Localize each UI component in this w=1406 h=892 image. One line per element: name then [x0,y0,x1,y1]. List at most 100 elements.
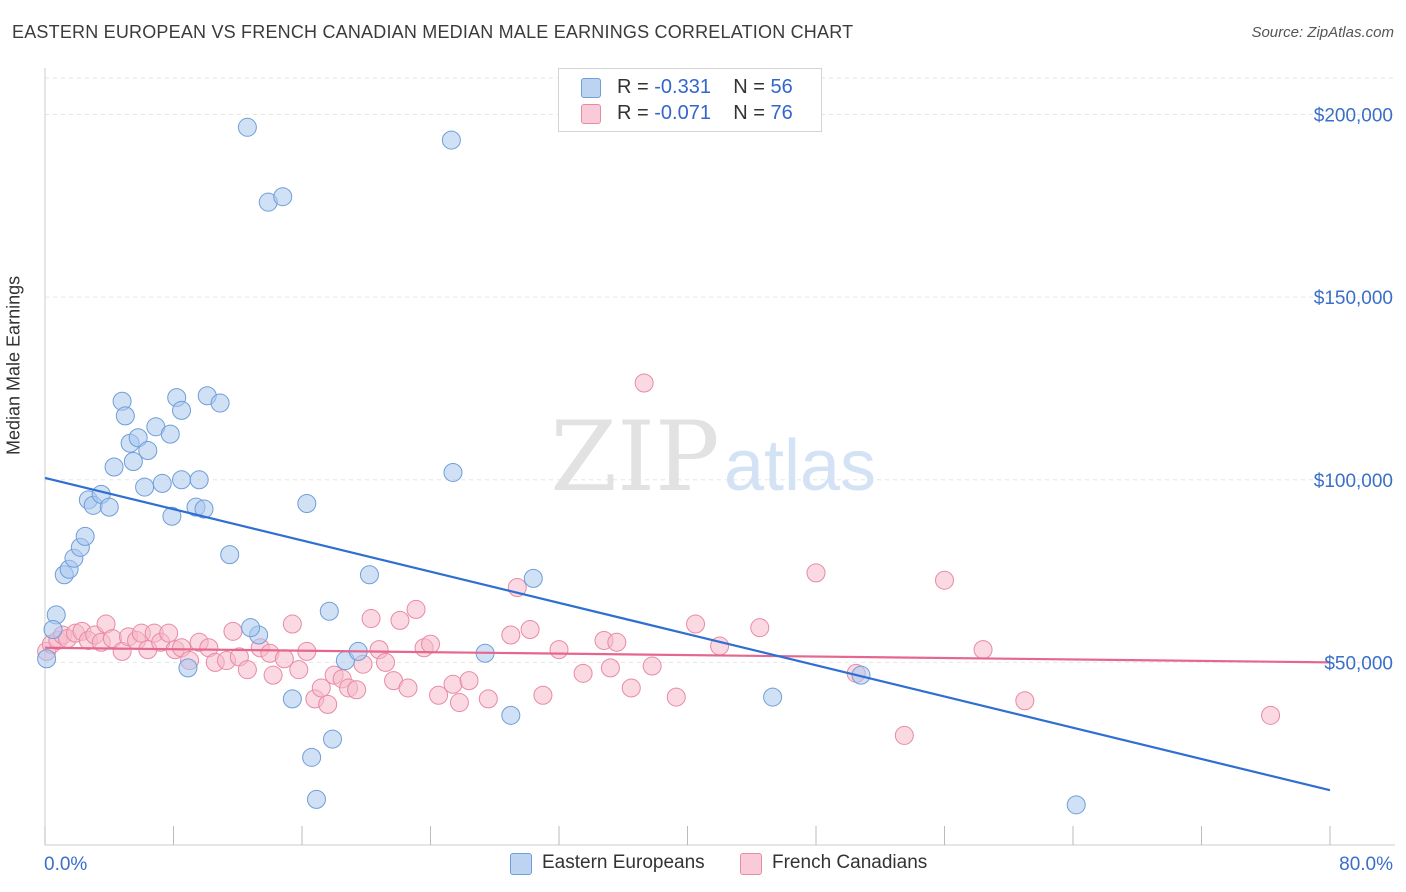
data-point-eastern-europeans [194,499,214,519]
data-point-eastern-europeans [297,494,317,514]
data-point-eastern-europeans [160,424,180,444]
data-point-eastern-europeans [123,452,143,471]
data-point-french-canadians [159,623,179,643]
legend-r-value-pink: -0.071 [654,102,711,124]
bottom-legend-swatch-pink [740,853,762,875]
data-point-french-canadians [501,625,521,645]
data-point-eastern-europeans [501,705,521,725]
data-point-french-canadians [549,640,569,660]
legend-n-value-pink: 76 [770,102,793,124]
data-point-french-canadians [390,610,410,630]
data-point-eastern-europeans [135,477,155,497]
series-eastern-europeans [37,117,1086,815]
data-point-french-canadians [621,678,641,698]
data-point-french-canadians [223,621,243,641]
y-axis-label: Median Male Earnings [3,275,24,455]
data-point-french-canadians [935,570,954,590]
data-point-eastern-europeans [302,747,322,767]
data-point-french-canadians [361,609,381,629]
y-tick-label: $150,000 [1314,288,1393,309]
data-point-eastern-europeans [37,649,57,669]
trend-line-eastern-europeans [44,476,1331,792]
data-point-french-canadians [533,685,553,705]
data-point-eastern-europeans [99,497,119,517]
data-point-eastern-europeans [306,789,326,809]
data-point-eastern-europeans [282,689,302,709]
data-point-eastern-europeans [443,462,463,482]
data-point-french-canadians [421,634,440,654]
data-point-eastern-europeans [241,618,261,638]
grid-lines [45,77,1395,663]
data-point-eastern-europeans [273,187,293,207]
data-point-eastern-europeans [162,506,182,526]
bottom-legend-label-blue: Eastern Europeans [542,852,705,873]
x-tick-label-max: 80.0% [1339,854,1393,875]
data-point-french-canadians [634,373,654,393]
source-label: Source: ZipAtlas.com [1251,24,1394,41]
data-point-eastern-europeans [152,473,172,493]
legend-n-value-blue: 56 [770,76,793,98]
data-point-eastern-europeans [319,601,339,621]
watermark-atlas: atlas [724,426,876,506]
data-point-french-canadians [289,660,309,680]
data-point-french-canadians [573,663,593,683]
data-point-french-canadians [806,563,826,583]
data-point-french-canadians [347,680,367,700]
data-point-eastern-europeans [172,400,192,420]
data-point-french-canadians [318,694,338,714]
legend-n-label: N = [733,102,765,124]
data-point-eastern-europeans [523,568,543,588]
trend-lines [44,476,1331,792]
y-tick-label: $100,000 [1314,471,1393,492]
data-point-french-canadians [311,678,331,698]
data-point-french-canadians [398,678,418,698]
watermark-zip: ZIP [550,401,719,513]
data-point-french-canadians [478,689,498,709]
tick-labels: $50,000 $100,000 $150,000 $200,000 0.0% 80.0% [44,106,1393,875]
data-point-french-canadians [607,632,627,652]
data-point-french-canadians [282,614,302,634]
data-point-french-canadians [429,685,449,705]
legend-r-label: R = [617,102,649,124]
data-point-eastern-europeans [128,428,148,448]
data-point-eastern-europeans [237,117,257,137]
data-point-french-canadians [406,599,426,619]
y-tick-label: $200,000 [1314,106,1393,127]
data-point-eastern-europeans [115,406,135,426]
data-point-eastern-europeans [323,729,343,749]
data-point-eastern-europeans [178,658,198,678]
bottom-legend-swatch-blue [510,853,532,875]
legend-r-label: R = [617,76,649,98]
data-point-french-canadians [750,618,770,638]
data-point-eastern-europeans [43,620,63,640]
trend-line-french-canadians [44,646,1331,664]
data-point-eastern-europeans [763,687,783,707]
data-point-french-canadians [642,656,662,676]
correlation-legend: R = -0.331 N = 56 R = -0.071 N = 76 [558,68,822,132]
data-point-french-canadians [973,640,993,660]
series-french-canadians [37,373,1281,745]
data-point-french-canadians [1015,691,1035,711]
data-point-french-canadians [894,725,914,745]
data-point-eastern-europeans [441,130,461,150]
data-point-french-canadians [666,687,686,707]
data-point-eastern-europeans [359,565,379,585]
legend-swatch-blue [581,78,601,98]
data-point-french-canadians [263,665,283,685]
data-point-french-canadians [443,674,463,694]
data-point-eastern-europeans [210,393,230,413]
axes [44,68,1395,846]
data-point-eastern-europeans [75,526,95,546]
data-point-french-canadians [237,660,257,680]
data-point-eastern-europeans [220,545,240,565]
legend-r-value-blue: -0.331 [654,76,711,98]
data-point-french-canadians [600,658,620,678]
data-point-eastern-europeans [104,457,124,477]
legend-swatch-pink [581,104,601,124]
data-point-french-canadians [1261,705,1281,725]
data-point-eastern-europeans [189,470,209,490]
legend-n-label: N = [733,76,765,98]
data-point-french-canadians [686,614,706,634]
data-point-french-canadians [459,671,479,691]
data-point-french-canadians [376,652,396,672]
